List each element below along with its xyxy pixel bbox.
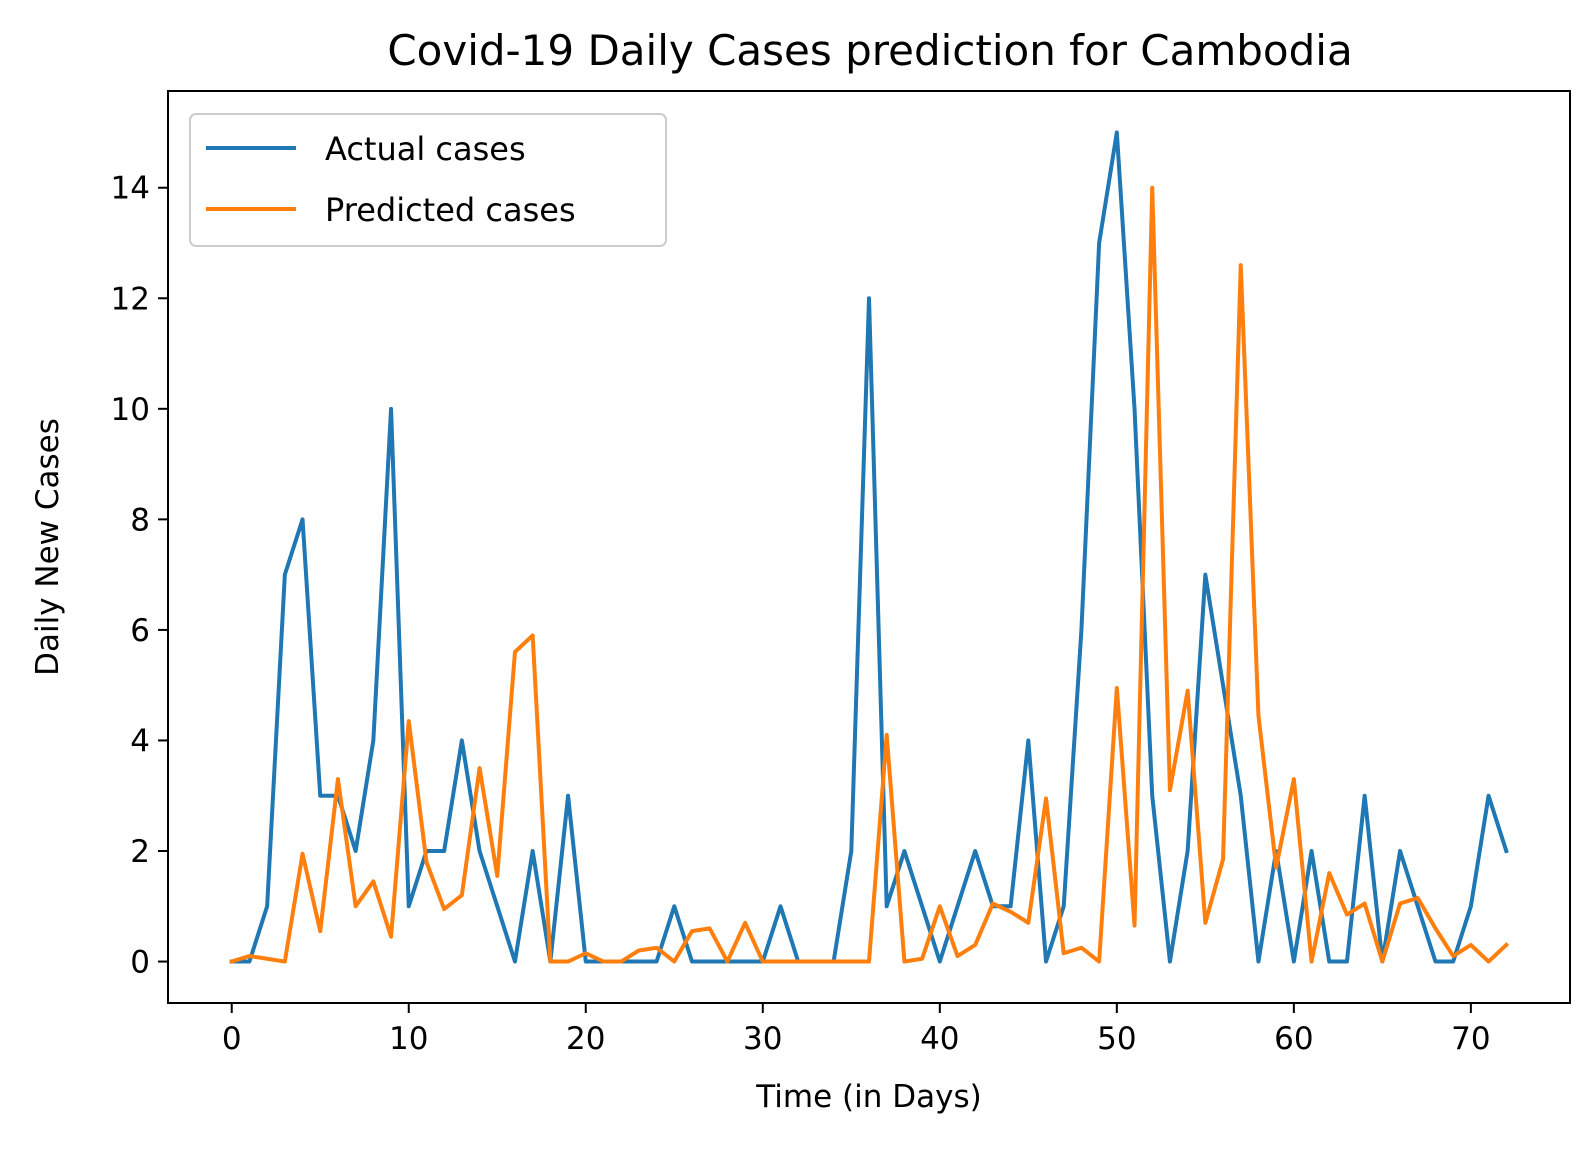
series-line-actual-cases — [229, 130, 1509, 964]
y-tick-label: 0 — [130, 945, 150, 981]
x-tick-label: 0 — [222, 1021, 242, 1057]
series-layer — [229, 130, 1510, 965]
y-tick-label: 12 — [111, 281, 150, 317]
y-axis-label: Daily New Cases — [30, 418, 66, 676]
y-tick-label: 10 — [111, 392, 150, 428]
legend: Actual cases Predicted cases — [189, 113, 667, 247]
plot-frame — [167, 90, 1571, 1004]
x-axis-label: Time (in Days) — [755, 1079, 981, 1115]
x-tick-label: 60 — [1274, 1021, 1313, 1057]
x-tick-label: 40 — [920, 1021, 959, 1057]
series-line-predicted-cases — [229, 185, 1510, 965]
legend-label-actual: Actual cases — [325, 130, 526, 168]
legend-label-predicted: Predicted cases — [325, 191, 576, 229]
x-axis-ticks: 0 10 20 30 40 50 60 70 — [222, 1003, 1491, 1057]
x-tick-label: 30 — [743, 1021, 782, 1057]
x-tick-label: 70 — [1451, 1021, 1490, 1057]
y-tick-label: 6 — [130, 613, 150, 649]
y-tick-label: 4 — [130, 723, 150, 759]
legend-box — [189, 113, 667, 247]
y-tick-label: 8 — [130, 502, 150, 538]
chart-title: Covid-19 Daily Cases prediction for Camb… — [387, 26, 1352, 75]
x-tick-label: 50 — [1097, 1021, 1136, 1057]
x-tick-label: 20 — [566, 1021, 605, 1057]
y-axis-ticks: 0 2 4 6 8 10 12 14 — [111, 171, 168, 981]
x-tick-label: 10 — [389, 1021, 428, 1057]
y-tick-label: 2 — [130, 834, 150, 870]
y-tick-label: 14 — [111, 171, 150, 207]
